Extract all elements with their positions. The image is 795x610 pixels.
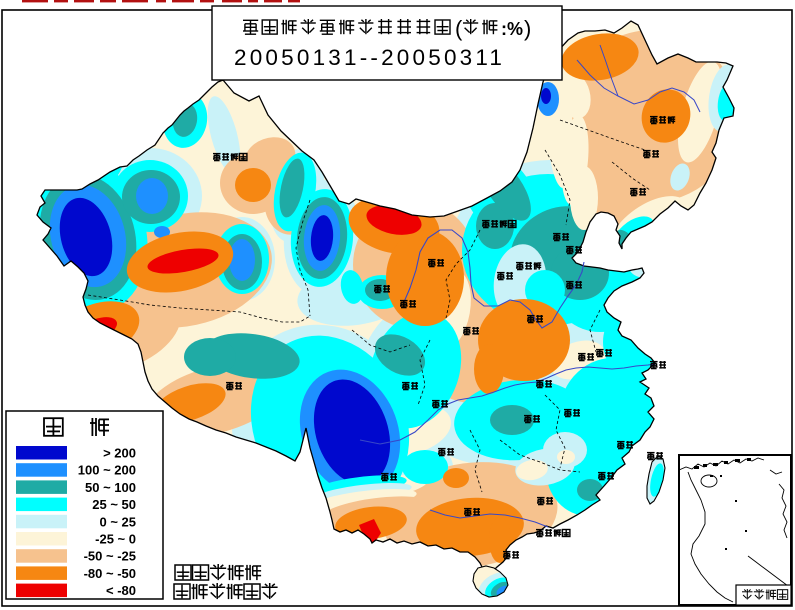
svg-text:0 ~ 25: 0 ~ 25: [99, 514, 136, 529]
svg-text:-50 ~ -25: -50 ~ -25: [84, 549, 136, 564]
svg-text:-80 ~ -50: -80 ~ -50: [84, 566, 136, 581]
svg-text:25 ~ 50: 25 ~ 50: [92, 497, 136, 512]
svg-text:50 ~ 100: 50 ~ 100: [85, 480, 136, 495]
svg-text:): ): [524, 16, 531, 41]
svg-text:< -80: < -80: [106, 583, 136, 598]
svg-text:(: (: [455, 16, 463, 41]
svg-text:-25 ~ 0: -25 ~ 0: [95, 532, 136, 547]
svg-text::%: :%: [501, 19, 523, 39]
svg-text:20050131--20050311: 20050131--20050311: [234, 45, 505, 70]
svg-text:> 200: > 200: [103, 446, 136, 461]
svg-text:100 ~ 200: 100 ~ 200: [78, 463, 136, 478]
